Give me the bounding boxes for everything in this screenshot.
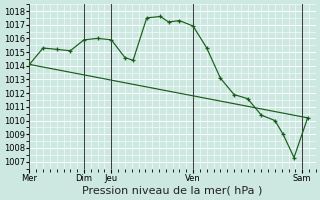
X-axis label: Pression niveau de la mer( hPa ): Pression niveau de la mer( hPa ) [83,186,263,196]
